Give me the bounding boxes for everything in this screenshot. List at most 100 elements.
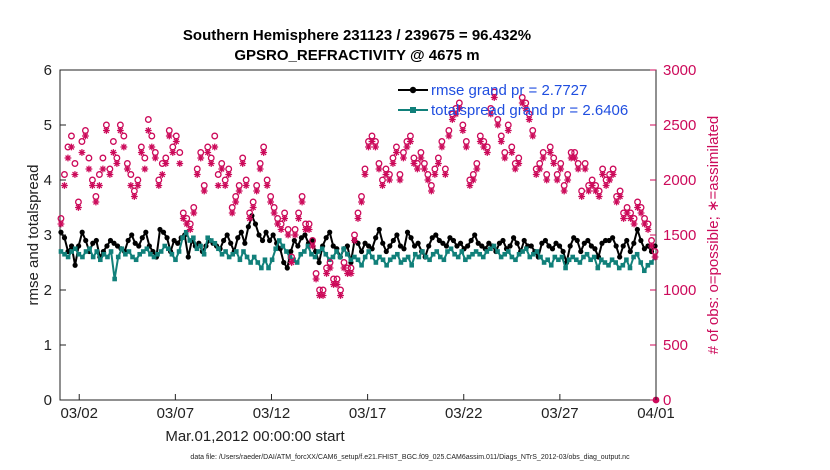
totalspread-point: [527, 254, 533, 260]
rmse-point: [291, 237, 297, 244]
totalspread-point: [463, 257, 468, 263]
totalspread-point: [305, 243, 311, 249]
assimilated-obs-point: [85, 165, 93, 173]
rmse-point: [358, 248, 365, 255]
assimilated-obs-point: [277, 226, 285, 233]
rmse-point: [330, 243, 336, 249]
totalspread-point: [80, 254, 85, 260]
assimilated-obs-point: [256, 165, 264, 173]
totalspread-point: [434, 249, 440, 254]
totalspread-point: [241, 249, 246, 254]
totalspread-point: [294, 260, 300, 265]
possible-obs-point: [67, 132, 75, 140]
rmse-point: [567, 243, 573, 249]
chart-title: Southern Hemisphere 231123 / 239675 = 96…: [183, 27, 531, 44]
totalspread-point: [259, 265, 264, 271]
assimilated-obs-point: [130, 193, 138, 200]
assimilated-obs-point: [410, 160, 418, 167]
totalspread-point: [423, 254, 429, 260]
assimilated-obs-point: [386, 176, 393, 184]
assimilated-obs-point: [106, 171, 114, 178]
rmse-point: [235, 235, 241, 241]
totalspread-point: [212, 240, 218, 246]
totalspread-point: [516, 251, 522, 257]
rmse-point: [175, 240, 181, 246]
rmse-point: [401, 246, 407, 252]
totalspread-point: [151, 254, 157, 260]
possible-obs-point: [148, 132, 156, 140]
assimilated-obs-point: [599, 171, 607, 178]
totalspread-point: [251, 254, 257, 260]
assimilated-obs-point: [494, 121, 502, 129]
totalspread-point: [588, 257, 593, 263]
assimilated-obs-point: [99, 165, 107, 173]
totalspread-point: [123, 251, 128, 257]
assimilated-obs-point: [368, 138, 376, 145]
assimilated-obs-point: [644, 226, 652, 233]
rmse-point: [436, 237, 442, 244]
totalspread-point: [409, 262, 414, 268]
assimilated-obs-point: [141, 165, 149, 173]
totalspread-point: [538, 254, 543, 260]
assimilated-obs-point: [567, 154, 575, 162]
rmse-point: [380, 240, 386, 246]
assimilated-obs-point: [578, 193, 586, 200]
totalspread-point: [430, 251, 436, 257]
totalspread-point: [602, 260, 608, 265]
assimilated-obs-point: [543, 176, 551, 184]
totalspread-point: [183, 229, 189, 235]
x-tick-label: 03/27: [541, 405, 579, 422]
y-right-tick-label: 1000: [663, 282, 696, 299]
totalspread-point: [548, 262, 554, 268]
totalspread-point: [344, 251, 350, 257]
rmse-point: [440, 240, 446, 246]
totalspread-point: [334, 249, 339, 254]
possible-obs-point: [109, 138, 117, 145]
rmse-point: [634, 226, 640, 233]
rmse-point: [581, 240, 587, 246]
totalspread-point: [441, 257, 447, 263]
assimilated-obs-point: [183, 220, 191, 228]
totalspread-point: [144, 246, 150, 252]
totalspread-point: [348, 257, 354, 263]
rmse-point: [613, 243, 619, 249]
assimilated-obs-point: [323, 270, 330, 277]
totalspread-point: [402, 257, 407, 263]
assimilated-obs-point: [501, 154, 509, 162]
assimilated-obs-point: [609, 171, 617, 178]
totalspread-point: [377, 254, 382, 260]
totalspread-point: [480, 254, 486, 260]
totalspread-point: [269, 257, 275, 263]
assimilated-obs-point: [291, 231, 299, 239]
assimilated-obs-point: [204, 149, 212, 156]
totalspread-point: [287, 254, 293, 260]
assimilated-obs-point: [651, 253, 659, 261]
rmse-point: [574, 237, 580, 244]
assimilated-obs-point: [595, 193, 603, 200]
rmse-point: [507, 243, 513, 249]
rmse-point: [383, 248, 389, 255]
rmse-point: [327, 229, 333, 235]
totalspread-point: [438, 254, 443, 260]
assimilated-obs-point: [155, 182, 163, 189]
rmse-point: [171, 237, 177, 244]
assimilated-obs-point: [585, 187, 593, 195]
rmse-point: [450, 237, 457, 244]
rmse-point: [571, 235, 577, 241]
assimilated-obs-point: [473, 165, 481, 173]
rmse-point: [373, 235, 379, 241]
possible-obs-point: [127, 171, 135, 178]
rmse-point: [510, 235, 517, 241]
x-tick-label: 03/02: [60, 405, 98, 422]
assimilated-obs-point: [396, 176, 404, 184]
assimilated-obs-point: [295, 215, 302, 222]
assimilated-obs-point: [445, 132, 453, 140]
totalspread-point: [552, 254, 558, 260]
possible-obs-point: [95, 171, 103, 178]
assimilated-obs-point: [263, 182, 271, 189]
rmse-point: [553, 240, 559, 246]
totalspread-point: [176, 249, 182, 254]
totalspread-point: [352, 254, 357, 260]
x-tick-label: 03/17: [349, 405, 387, 422]
assimilated-obs-point: [420, 165, 428, 173]
